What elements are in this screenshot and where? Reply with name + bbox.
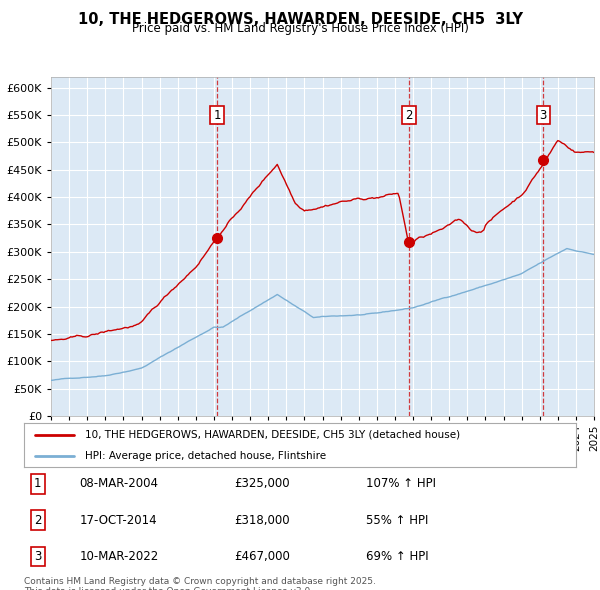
Text: 69% ↑ HPI: 69% ↑ HPI <box>366 550 429 563</box>
Text: 08-MAR-2004: 08-MAR-2004 <box>79 477 158 490</box>
Text: Price paid vs. HM Land Registry's House Price Index (HPI): Price paid vs. HM Land Registry's House … <box>131 22 469 35</box>
Text: 2: 2 <box>34 513 41 526</box>
Text: £318,000: £318,000 <box>234 513 289 526</box>
Text: 1: 1 <box>213 109 221 122</box>
Text: 107% ↑ HPI: 107% ↑ HPI <box>366 477 436 490</box>
Text: £467,000: £467,000 <box>234 550 290 563</box>
Text: 1: 1 <box>34 477 41 490</box>
Text: 17-OCT-2014: 17-OCT-2014 <box>79 513 157 526</box>
Text: 3: 3 <box>34 550 41 563</box>
Text: 55% ↑ HPI: 55% ↑ HPI <box>366 513 428 526</box>
Text: £325,000: £325,000 <box>234 477 289 490</box>
Text: Contains HM Land Registry data © Crown copyright and database right 2025.
This d: Contains HM Land Registry data © Crown c… <box>24 577 376 590</box>
Text: HPI: Average price, detached house, Flintshire: HPI: Average price, detached house, Flin… <box>85 451 326 461</box>
Text: 10-MAR-2022: 10-MAR-2022 <box>79 550 158 563</box>
Text: 3: 3 <box>539 109 547 122</box>
Text: 2: 2 <box>406 109 413 122</box>
Text: 10, THE HEDGEROWS, HAWARDEN, DEESIDE, CH5  3LY: 10, THE HEDGEROWS, HAWARDEN, DEESIDE, CH… <box>77 12 523 27</box>
Text: 10, THE HEDGEROWS, HAWARDEN, DEESIDE, CH5 3LY (detached house): 10, THE HEDGEROWS, HAWARDEN, DEESIDE, CH… <box>85 430 460 440</box>
